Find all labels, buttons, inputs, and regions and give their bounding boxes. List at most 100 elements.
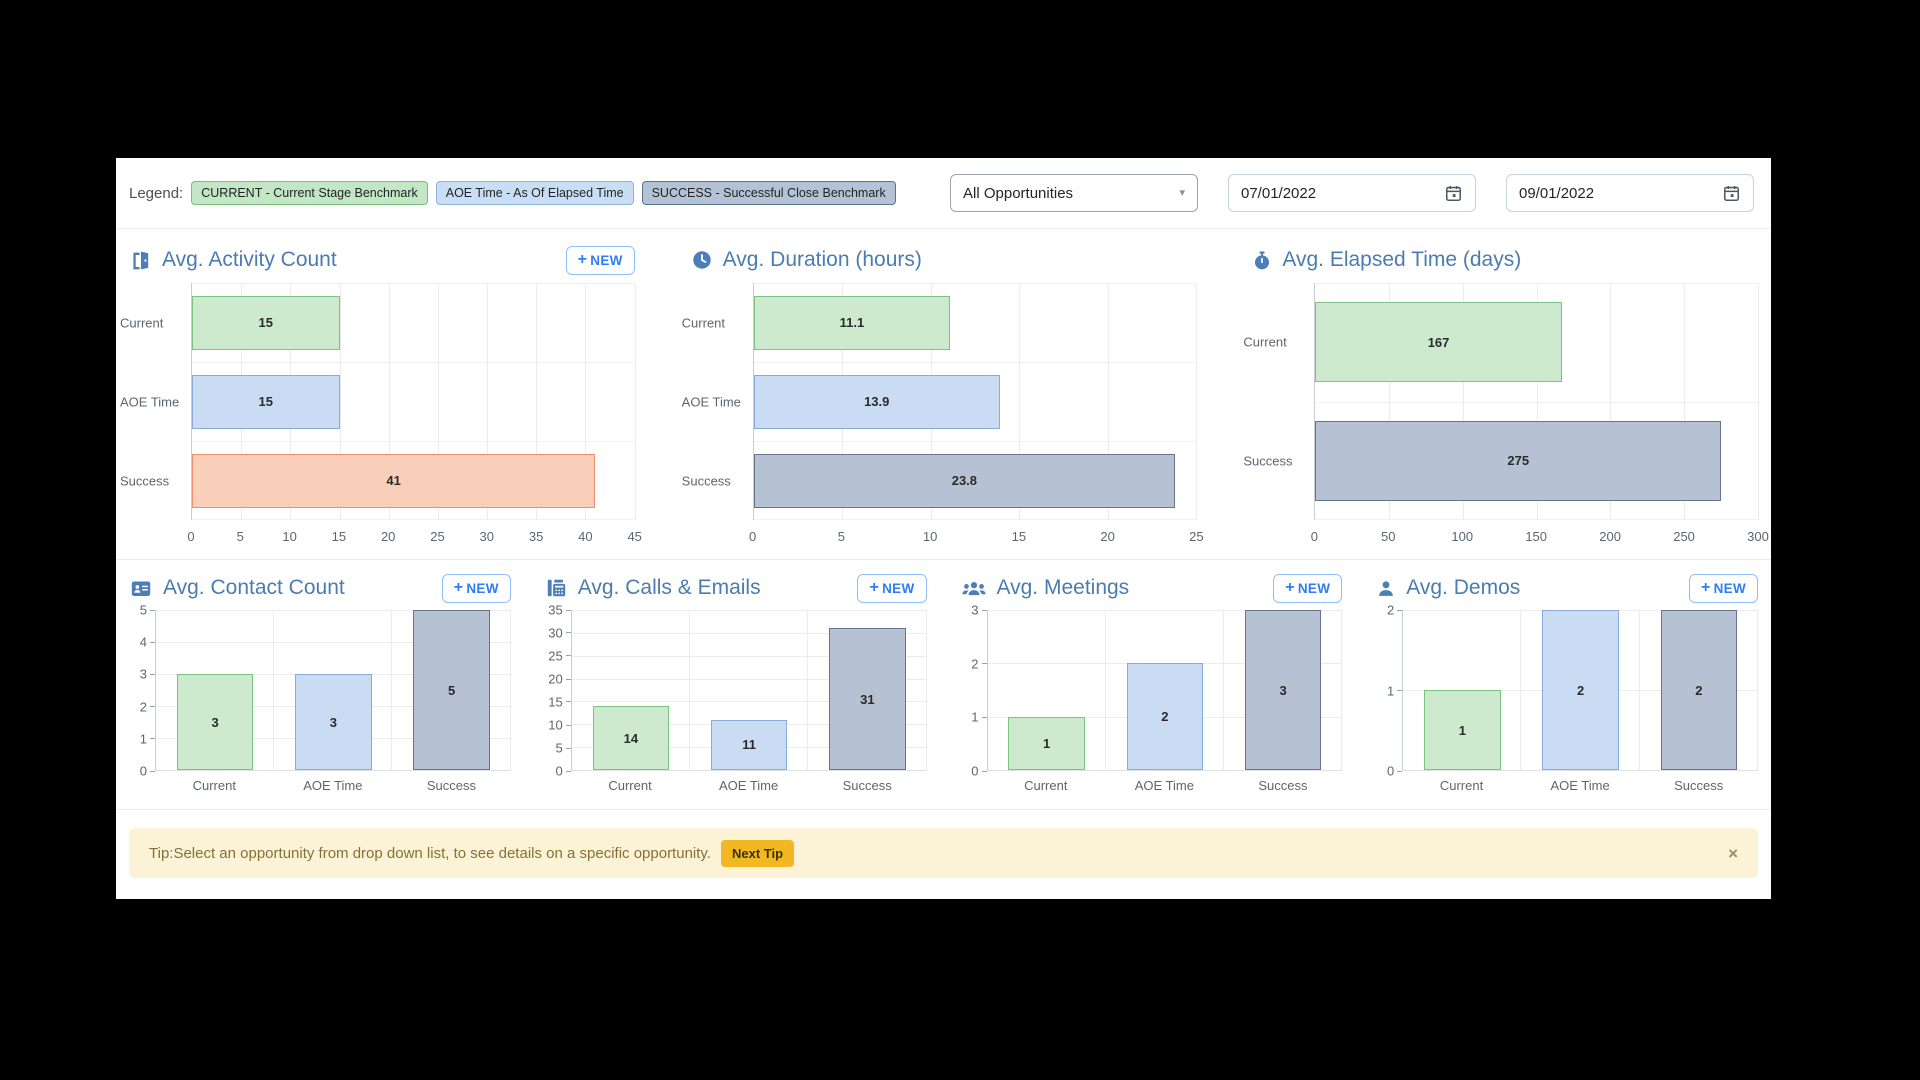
x-axis-tick: 15 [1011, 529, 1027, 544]
bar-aoe-time: 3 [295, 674, 372, 770]
gridline [487, 283, 489, 520]
new-button[interactable]: + NEW [1688, 573, 1758, 603]
bar-value-label: 275 [1507, 453, 1530, 469]
chart-header: Avg. Elapsed Time (days) [1252, 241, 1758, 279]
gridline [192, 362, 635, 363]
bar-current: 14 [592, 706, 669, 770]
gridline [753, 519, 1197, 520]
x-axis-tick: 45 [627, 529, 642, 544]
tick-mark [565, 655, 571, 657]
address-card-icon [129, 578, 153, 599]
y-axis-tick: 1 [971, 709, 979, 725]
tick-mark [565, 701, 571, 703]
category-label: Success [1258, 778, 1308, 793]
y-axis-tick: 15 [548, 694, 563, 710]
x-axis-tick: 200 [1599, 529, 1621, 544]
gridline [753, 283, 1197, 284]
tip-section: Tip:Select an opportunity from drop down… [116, 810, 1771, 878]
x-axis-tick: 20 [1100, 529, 1115, 544]
calendar-icon[interactable] [1444, 184, 1463, 203]
bar-value-label: 167 [1427, 334, 1450, 350]
x-axis-tick: 50 [1381, 529, 1396, 544]
date-to-input[interactable]: 09/01/2022 [1506, 174, 1754, 212]
bar-value-label: 1 [1043, 735, 1051, 751]
x-axis-tick: 10 [922, 529, 938, 544]
x-axis-tick: 10 [282, 529, 297, 544]
chart-title: Avg. Contact Count [163, 576, 345, 599]
y-axis-tick: 2 [139, 699, 147, 715]
new-button[interactable]: + NEW [1273, 573, 1343, 603]
bar-aoe-time: 15 [192, 374, 340, 429]
bar-current: 1 [1424, 690, 1501, 770]
chart-plot-area: 0 1 2 1 2 2 [1376, 603, 1758, 779]
y-axis-tick: 5 [555, 740, 563, 756]
next-tip-button[interactable]: Next Tip [720, 839, 795, 867]
tick-mark [1397, 609, 1403, 611]
y-axis-tick: 4 [139, 634, 147, 650]
chart-plot-area: 0 5 10 15 20 25 30 35 14 11 31 [545, 603, 927, 779]
y-axis-labels: 0 1 2 3 [961, 603, 987, 779]
tick-mark [565, 770, 571, 772]
gridline [987, 610, 1343, 611]
new-button-label: NEW [1297, 580, 1331, 596]
bar-success: 41 [192, 453, 596, 508]
gridline [1757, 610, 1758, 770]
top-charts-row: Avg. Activity Count + NEW Current AOE Time Su… [116, 229, 1771, 560]
category-label: AOE Time [303, 778, 363, 793]
bar-current: 1 [1008, 716, 1085, 770]
tick-mark [150, 738, 155, 740]
dashboard-panel: Legend: CURRENT - Current Stage Benchmar… [116, 158, 1771, 899]
users-icon [961, 578, 987, 599]
bar-success: 31 [829, 628, 906, 770]
calendar-icon[interactable] [1722, 184, 1741, 203]
legend-badges: CURRENT - Current Stage Benchmark AOE Tim… [191, 181, 896, 205]
plus-icon: + [453, 579, 464, 596]
bar-value-label: 31 [860, 691, 875, 707]
legend-badge: CURRENT - Current Stage Benchmark [191, 181, 428, 205]
date-from-value: 07/01/2022 [1241, 184, 1317, 202]
door-open-icon [129, 249, 152, 272]
close-icon[interactable]: × [1728, 843, 1738, 863]
gridline [1610, 283, 1612, 520]
date-from-input[interactable]: 07/01/2022 [1228, 174, 1476, 212]
x-axis-tick: 250 [1673, 529, 1695, 544]
plot: 1 2 3 [986, 610, 1343, 771]
plus-icon: + [1700, 579, 1711, 596]
clock-icon [691, 249, 713, 271]
chart-header: Avg. Meetings + NEW [961, 570, 1343, 606]
new-button[interactable]: + NEW [441, 573, 511, 603]
bar-value-label: 2 [1577, 682, 1585, 698]
x-axis: 0 50 100 150 200 250 300 [1311, 520, 1769, 546]
category-label: Success [120, 473, 170, 488]
y-category-labels: Current AOE Time Success [120, 283, 191, 520]
tick-mark [1397, 770, 1403, 772]
y-category-labels: Current Success [1243, 283, 1314, 520]
bar-aoe-time: 2 [1126, 663, 1203, 770]
new-button-label: NEW [882, 580, 915, 596]
new-button-label: NEW [1713, 580, 1746, 596]
bar-value-label: 15 [258, 315, 273, 330]
chart-header: Avg. Activity Count + NEW [129, 241, 635, 279]
plot: 15 15 41 [191, 283, 636, 520]
bar-value-label: 3 [211, 714, 219, 730]
bar-value-label: 11 [742, 737, 756, 753]
y-axis-tick: 0 [1387, 763, 1395, 779]
bar-success: 5 [413, 610, 490, 770]
new-button[interactable]: + NEW [857, 573, 927, 603]
chart-calls-emails: Avg. Calls & Emails + NEW 0 5 10 15 20 25 30 35 14 1… [545, 570, 927, 795]
tick-mark [150, 673, 155, 675]
category-label: Current [608, 778, 652, 793]
chart-demos: Avg. Demos + NEW 0 1 2 1 2 2 Current AOE Time Succe… [1376, 570, 1758, 795]
new-button[interactable]: + NEW [565, 245, 635, 275]
chevron-down-icon: ▾ [1179, 186, 1185, 199]
tick-mark [981, 663, 987, 665]
category-label: Current [1243, 334, 1287, 350]
tick-mark [981, 716, 987, 718]
gridline [1684, 283, 1686, 520]
filter-controls: All Opportunities ▾ 07/01/2022 09/01/202… [950, 174, 1754, 212]
opportunity-select[interactable]: All Opportunities ▾ [950, 174, 1198, 212]
y-axis-labels: 0 1 2 3 4 5 [129, 603, 155, 779]
x-axis-tick: 150 [1525, 529, 1548, 544]
y-axis-tick: 10 [548, 717, 563, 733]
gridline [688, 610, 690, 770]
